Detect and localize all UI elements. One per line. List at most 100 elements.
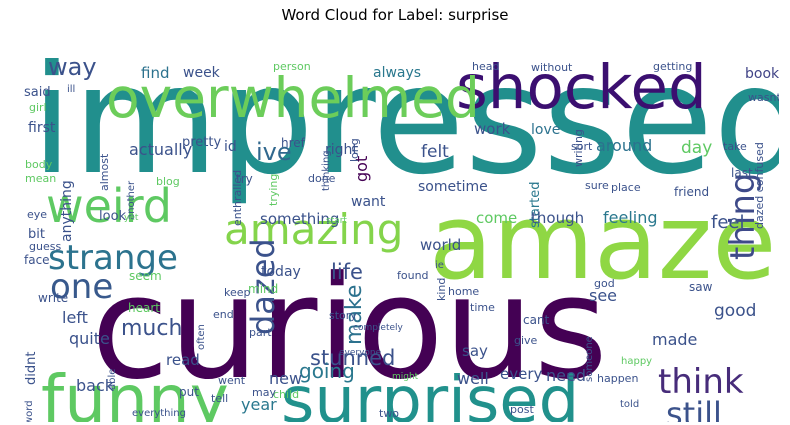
word-left: left	[62, 308, 88, 327]
word-week: week	[183, 65, 221, 81]
word-around: around	[596, 136, 652, 155]
word-weird: weird	[46, 179, 172, 233]
word-wasnt: wasnt	[748, 91, 779, 104]
word-found: found	[397, 269, 429, 282]
word-went: went	[218, 374, 246, 387]
word-day: day	[681, 138, 712, 158]
word-able: able	[107, 369, 118, 390]
word-right: right	[325, 142, 358, 158]
word-part: part	[249, 326, 272, 339]
word-sort: sort	[571, 140, 593, 153]
word-actually: actually	[129, 140, 192, 159]
word-thinking: thinking	[321, 150, 332, 191]
word-home: home	[448, 285, 479, 298]
word-last: last	[731, 166, 753, 180]
word-give: give	[514, 334, 538, 347]
word-read: read	[166, 351, 200, 369]
word-good: good	[714, 301, 756, 321]
word-body: body	[25, 158, 53, 171]
word-post: post	[510, 403, 534, 416]
word-find: find	[141, 64, 169, 82]
word-every: every	[500, 365, 543, 383]
word-way: way	[48, 53, 97, 81]
word-another: another	[126, 180, 137, 220]
word-friend: friend	[674, 185, 709, 199]
word-love: love	[531, 122, 560, 138]
word-always: always	[373, 65, 421, 81]
word-almost: almost	[98, 153, 111, 191]
word-feeling: feeling	[603, 208, 658, 227]
word-head: head	[472, 60, 499, 73]
word-end: end	[213, 308, 234, 321]
word-see: see	[589, 286, 617, 305]
word-href: href	[281, 136, 306, 150]
word-god: god	[594, 277, 615, 290]
word-sometime: sometime	[418, 179, 488, 195]
word-everything: everything	[132, 408, 186, 419]
word-want: want	[351, 194, 386, 210]
word-surprised: surprised	[281, 364, 579, 422]
word-back: back	[76, 376, 115, 395]
word-well: well	[457, 369, 489, 388]
word-shocked: shocked	[456, 52, 707, 123]
word-guess: guess	[29, 240, 61, 253]
word-quite: quite	[69, 329, 110, 348]
word-dazed: dazed	[244, 238, 282, 335]
word-curious: curious	[91, 246, 608, 411]
word-felt: felt	[421, 142, 449, 162]
word-told: told	[620, 399, 639, 410]
word-book: book	[745, 66, 779, 82]
word-without: without	[531, 61, 573, 74]
word-happen: happen	[597, 372, 638, 385]
word-thing: thing	[723, 173, 763, 260]
word-one: one	[50, 267, 113, 307]
word-saw: saw	[689, 280, 713, 294]
word-word: word	[24, 400, 35, 422]
word-come: come	[476, 209, 517, 227]
word-ill: ill	[67, 84, 75, 95]
word-still: still	[666, 395, 722, 422]
word-cloud: impressed curiousamazed surprised funny shoc…	[24, 34, 779, 422]
word-girl: girl	[29, 101, 47, 114]
word-anything: anything	[59, 180, 75, 242]
word-heart: heart	[128, 301, 160, 315]
word-didnt: didnt	[24, 352, 39, 385]
word-going: going	[299, 359, 355, 383]
word-overwhelmed: overwhelmed	[106, 66, 480, 130]
word-often: often	[196, 324, 207, 350]
word-face: face	[24, 253, 50, 267]
word-everyone: everyone	[339, 348, 382, 358]
word-bit: bit	[28, 227, 45, 242]
word-world: world	[420, 236, 461, 254]
word-think: think	[658, 362, 744, 402]
word-may: may	[252, 386, 276, 399]
word-getting: getting	[653, 60, 692, 73]
word-though: though	[531, 209, 584, 227]
word-enthralled: enthralled	[231, 170, 244, 226]
word-mean: mean	[25, 172, 56, 185]
word-start: start	[326, 216, 347, 226]
word-ive: ive	[256, 138, 292, 166]
word-go: go	[275, 417, 295, 422]
word-story: story	[329, 309, 357, 322]
word-say: say	[462, 342, 488, 360]
word-might: might	[392, 372, 419, 382]
word-someone: someone	[584, 336, 595, 382]
word-seem: seem	[129, 269, 162, 283]
word-id: id	[224, 139, 237, 155]
word-keep: keep	[224, 286, 251, 299]
word-stunned: stunned	[310, 346, 395, 370]
word-tell: tell	[211, 392, 228, 405]
word-dazed-confused: dazed confused	[753, 142, 766, 229]
word-try: try	[236, 172, 253, 186]
word-cant: cant	[523, 313, 550, 327]
word-kind: kind	[435, 278, 448, 301]
word-today: today	[261, 264, 301, 280]
word-done: done	[308, 172, 336, 185]
word-impressed: impressed	[31, 34, 779, 208]
word-write: write	[38, 291, 68, 305]
word-sure: sure	[585, 179, 609, 192]
word-feel: feel	[711, 212, 745, 233]
word-started: started	[528, 181, 543, 228]
word-put: put	[179, 385, 199, 399]
